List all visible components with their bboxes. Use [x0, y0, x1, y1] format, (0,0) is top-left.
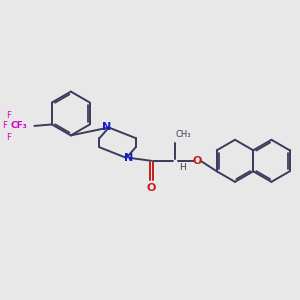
Text: F: F	[2, 122, 7, 130]
Text: F: F	[6, 133, 10, 142]
Text: O: O	[192, 156, 202, 166]
Text: CH₃: CH₃	[176, 130, 191, 139]
Text: F: F	[6, 111, 10, 120]
Text: CF₃: CF₃	[11, 122, 28, 130]
Text: O: O	[146, 183, 156, 193]
Text: N: N	[124, 154, 133, 164]
Text: H: H	[178, 163, 185, 172]
Text: N: N	[102, 122, 111, 132]
